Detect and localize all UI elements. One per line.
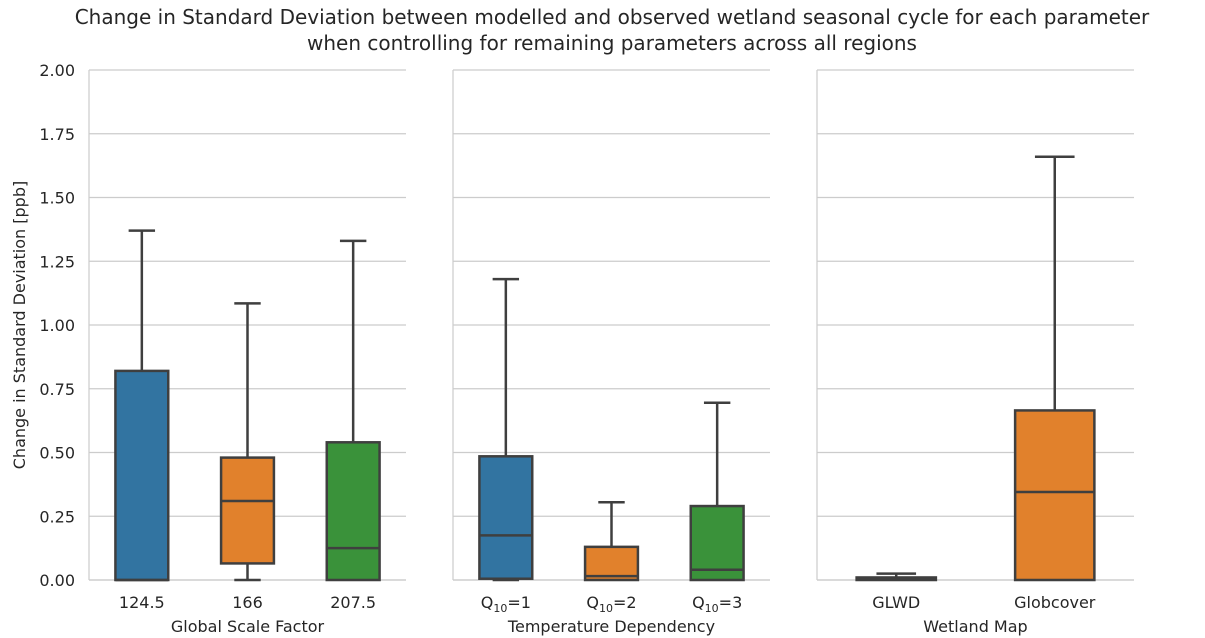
x-tick-label: Q10=1 (481, 593, 531, 615)
y-tick-label: 0.00 (39, 571, 75, 590)
y-tick-label: 0.50 (39, 444, 75, 463)
box-3 (689, 401, 745, 582)
y-axis-label: Change in Standard Deviation [ppb] (10, 181, 29, 469)
box-3 (325, 239, 381, 582)
box-1 (478, 277, 534, 582)
panel-2: Q10=1 Q10=2 Q10=3 Temperature Dependency (452, 69, 770, 636)
x-tick-label: GLWD (872, 593, 920, 612)
box-body (689, 504, 745, 582)
box-body (1013, 409, 1096, 582)
box-2 (219, 302, 276, 582)
box-body (478, 455, 534, 580)
y-tick-label: 1.00 (39, 316, 75, 335)
x-tick-label: Q10=2 (586, 593, 636, 615)
y-tick-label: 1.75 (39, 125, 75, 144)
x-tick-label: 166 (232, 593, 263, 612)
box-body (219, 456, 276, 565)
x-tick-label: Globcover (1014, 593, 1096, 612)
box-2 (1013, 155, 1096, 582)
y-tick-label: 1.25 (39, 252, 75, 271)
chart-title-line-1: Change in Standard Deviation between mod… (75, 5, 1150, 29)
x-tick-label: 207.5 (330, 593, 376, 612)
box-1 (855, 572, 938, 582)
box-2 (583, 500, 640, 582)
box-1 (114, 229, 170, 582)
box-body (583, 545, 640, 582)
x-tick-label: 124.5 (119, 593, 165, 612)
x-tick-label: Q10=3 (692, 593, 742, 615)
y-tick-label: 0.25 (39, 507, 75, 526)
x-axis-label: Global Scale Factor (171, 617, 325, 636)
box-body (325, 441, 381, 582)
x-axis-label: Wetland Map (923, 617, 1027, 636)
y-tick-label: 1.50 (39, 189, 75, 208)
panels: 0.00 0.25 0.50 0.75 1.00 1.25 1.50 1.75 2.00 124.… (39, 61, 1134, 636)
panel-1: 124.5 166 207.5 Global Scale Factor (88, 69, 406, 636)
x-axis-label: Temperature Dependency (507, 617, 715, 636)
panel-3: GLWD Globcover Wetland Map (816, 69, 1134, 636)
y-tick-label: 2.00 (39, 61, 75, 80)
box-body (114, 369, 170, 582)
y-tick-label: 0.75 (39, 380, 75, 399)
chart-title-line-2: when controlling for remaining parameter… (307, 31, 917, 55)
